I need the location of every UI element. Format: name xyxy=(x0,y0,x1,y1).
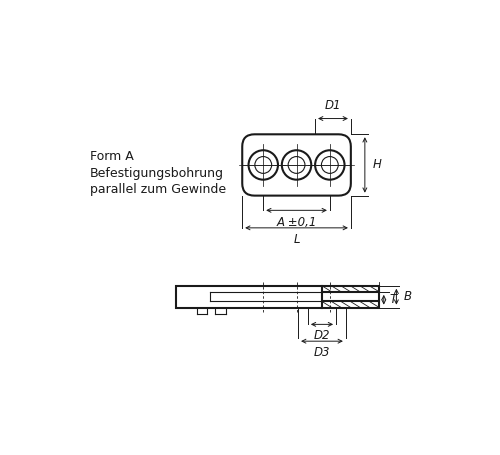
Text: parallel zum Gewinde: parallel zum Gewinde xyxy=(90,183,226,197)
Text: D1: D1 xyxy=(324,99,341,112)
Text: L: L xyxy=(294,233,300,247)
Text: A ±0,1: A ±0,1 xyxy=(276,216,316,229)
Text: Form A: Form A xyxy=(90,150,134,163)
Text: T: T xyxy=(389,293,396,306)
Text: B: B xyxy=(404,290,412,303)
Text: Befestigungsbohrung: Befestigungsbohrung xyxy=(90,167,224,180)
Text: D2: D2 xyxy=(314,329,330,342)
Text: D3: D3 xyxy=(314,346,330,359)
Bar xyxy=(176,286,379,308)
Text: H: H xyxy=(372,158,382,172)
